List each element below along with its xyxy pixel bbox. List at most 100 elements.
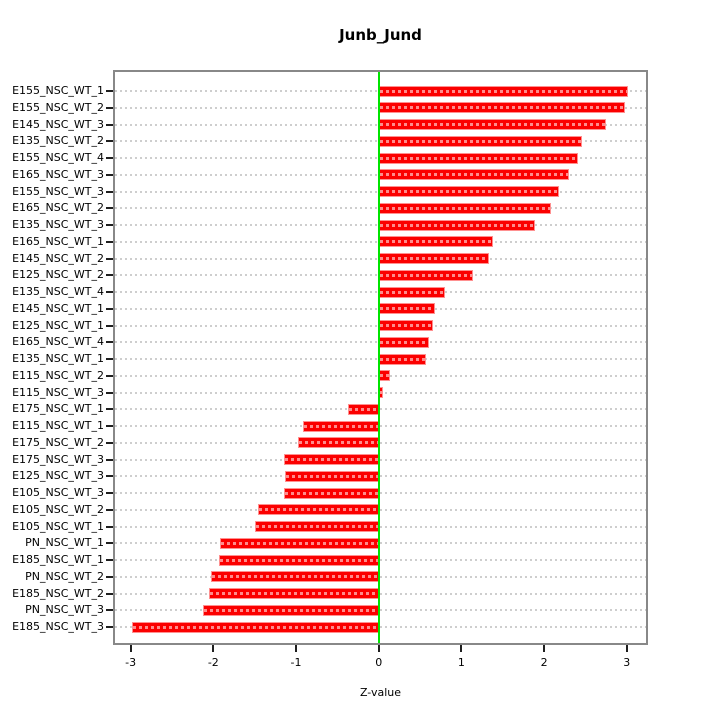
y-axis-label: E175_NSC_WT_2 [12,435,104,449]
bar-dash-pattern [379,139,582,143]
y-axis-tick [106,341,113,344]
bar-E185_NSC_WT_2 [209,588,379,599]
bar-dash-pattern [211,575,378,579]
y-axis-label: E185_NSC_WT_1 [12,553,104,566]
y-axis-tick [106,425,113,427]
bar-E145_NSC_WT_1 [378,303,435,315]
y-axis-label: E115_NSC_WT_1 [12,419,104,432]
y-axis-label: E145_NSC_WT_3 [12,117,104,131]
x-axis-tick [377,645,380,652]
bar-E125_NSC_WT_1 [378,320,434,331]
bar-dash-pattern [379,190,558,193]
plot-box [113,70,648,645]
y-axis-label: E125_NSC_WT_3 [12,469,104,483]
y-axis-tick [106,190,113,193]
bar-E135_NSC_WT_4 [378,286,445,298]
bar-dash-pattern [379,357,425,361]
bar-E135_NSC_WT_2 [378,135,583,147]
bar-dash-pattern [349,407,378,411]
bar-dash-pattern [285,458,378,461]
y-axis-label: E135_NSC_WT_2 [12,134,104,148]
bar-dash-pattern [284,491,378,495]
y-axis-tick [106,257,113,260]
row-gridline [115,609,646,612]
y-axis-tick [106,575,113,578]
y-axis-tick [106,542,113,545]
bar-E175_NSC_WT_1 [348,403,379,415]
y-axis-tick [106,592,113,595]
y-axis-label: PN_NSC_WT_2 [25,569,104,583]
y-axis-tick [106,508,113,511]
y-axis-label: E175_NSC_WT_1 [12,402,104,416]
y-axis-tick [106,207,113,210]
y-axis-tick [106,90,113,92]
bar-E125_NSC_WT_3 [285,470,379,482]
bar-PN_NSC_WT_1 [219,537,379,549]
row-gridline [115,458,646,461]
row-gridline [115,441,646,444]
bar-E185_NSC_WT_1 [219,554,379,566]
y-axis-tick [106,358,113,360]
bar-PN_NSC_WT_2 [210,571,379,583]
y-axis-tick [106,626,113,628]
bar-dash-pattern [379,257,488,260]
x-axis-tick-label: 1 [457,656,465,669]
x-axis-tick [460,645,463,652]
y-axis-label: E135_NSC_WT_4 [12,285,104,298]
bar-E105_NSC_WT_3 [283,487,379,499]
bar-E185_NSC_WT_3 [132,621,379,633]
y-axis-label: E145_NSC_WT_2 [12,251,104,265]
row-gridline [115,559,646,561]
x-axis-tick-label: 3 [623,656,631,669]
y-axis-tick [106,224,113,226]
y-axis-label: E185_NSC_WT_2 [12,586,104,600]
y-axis-label: E115_NSC_WT_3 [12,385,104,399]
bar-dash-pattern [379,290,444,294]
bar-E155_NSC_WT_4 [378,152,578,164]
bar-E125_NSC_WT_2 [378,269,473,281]
y-axis-label: E155_NSC_WT_1 [12,84,104,97]
y-axis-label: E165_NSC_WT_4 [12,335,104,349]
bar-E135_NSC_WT_3 [378,219,535,231]
row-gridline [115,475,646,478]
bar-dash-pattern [303,424,378,428]
row-gridline [115,626,646,628]
y-axis-label: E185_NSC_WT_3 [12,620,104,633]
y-axis-tick [106,559,113,561]
row-gridline [115,492,646,494]
zero-reference-line [377,72,380,643]
y-axis-tick [106,441,113,444]
y-axis-label: PN_NSC_WT_1 [25,536,104,550]
row-gridline [115,592,646,595]
bar-dash-pattern [379,391,382,394]
bar-E145_NSC_WT_2 [378,253,489,264]
y-axis-label: E145_NSC_WT_1 [12,301,104,315]
y-axis-tick [106,157,113,159]
bar-dash-pattern [133,625,378,629]
x-axis-tick-label: -1 [290,656,302,669]
y-axis-tick [106,475,113,478]
row-gridline [115,425,646,427]
row-gridline [115,525,646,528]
bar-dash-pattern [379,156,577,160]
bar-PN_NSC_WT_3 [202,604,379,616]
bar-E175_NSC_WT_2 [298,437,379,449]
bar-dash-pattern [210,592,378,595]
bar-E105_NSC_WT_1 [254,521,379,532]
chart-title: Junb_Jund [339,26,422,44]
bar-dash-pattern [379,340,429,344]
bar-dash-pattern [286,474,378,478]
y-axis-label: E135_NSC_WT_1 [12,352,104,365]
y-axis-tick [106,525,113,528]
y-axis-label: PN_NSC_WT_3 [25,603,104,617]
x-axis-tick [129,645,132,652]
y-axis-tick [106,374,113,377]
bar-dash-pattern [299,441,378,445]
x-axis-tick [212,645,215,652]
bar-dash-pattern [203,608,378,612]
bar-E165_NSC_WT_1 [378,236,493,248]
y-axis-tick [106,307,113,310]
y-axis-tick [106,391,113,394]
row-gridline [115,542,646,545]
